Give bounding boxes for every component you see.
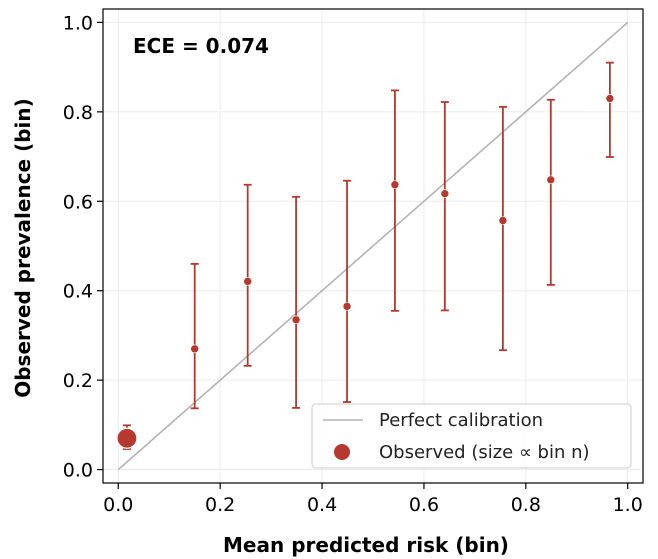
observed-point	[116, 427, 138, 449]
ece-annotation: ECE = 0.074	[133, 34, 269, 58]
legend-frame	[311, 403, 632, 469]
observed-point	[190, 344, 199, 354]
grid	[103, 9, 643, 483]
y-tick-label: 0.8	[63, 102, 93, 124]
observed-point	[390, 180, 400, 190]
observed-point	[291, 315, 301, 325]
observed-point	[342, 302, 352, 311]
x-tick-label: 1.0	[613, 494, 643, 516]
observed-point	[546, 175, 556, 185]
observed-point	[605, 94, 615, 103]
observed-point	[243, 277, 252, 286]
y-tick-label: 1.0	[63, 12, 93, 34]
perfect-calibration-line	[117, 21, 629, 471]
x-tick-label: 0.2	[205, 494, 235, 516]
observed-point	[440, 189, 450, 198]
plot-frame	[102, 8, 644, 484]
legend-point-swatch	[334, 444, 350, 460]
x-tick-label: 0.0	[103, 494, 133, 516]
legend-point-label: Observed (size ∝ bin n)	[379, 442, 590, 463]
y-tick-label: 0.4	[63, 281, 93, 303]
y-axis-label: Observed prevalence (bin)	[11, 98, 35, 398]
observed-points	[116, 94, 615, 449]
x-tick-label: 0.6	[409, 494, 439, 516]
y-tick-label: 0.6	[63, 191, 93, 213]
x-tick-label: 0.4	[307, 494, 337, 516]
x-tick-label: 0.8	[511, 494, 541, 516]
y-tick-label: 0.2	[63, 370, 93, 392]
error-bars	[122, 61, 614, 450]
legend: Perfect calibration Observed (size ∝ bin…	[311, 403, 632, 469]
axis-ticks: 0.0 0.2 0.4 0.6 0.8 1.0 0.0 0.2 0.4 0.6 0.8 1.0	[63, 12, 643, 516]
x-axis-label: Mean predicted risk (bin)	[223, 533, 509, 557]
y-tick-label: 0.0	[63, 460, 93, 482]
observed-point	[498, 216, 508, 225]
legend-line-label: Perfect calibration	[379, 410, 543, 431]
